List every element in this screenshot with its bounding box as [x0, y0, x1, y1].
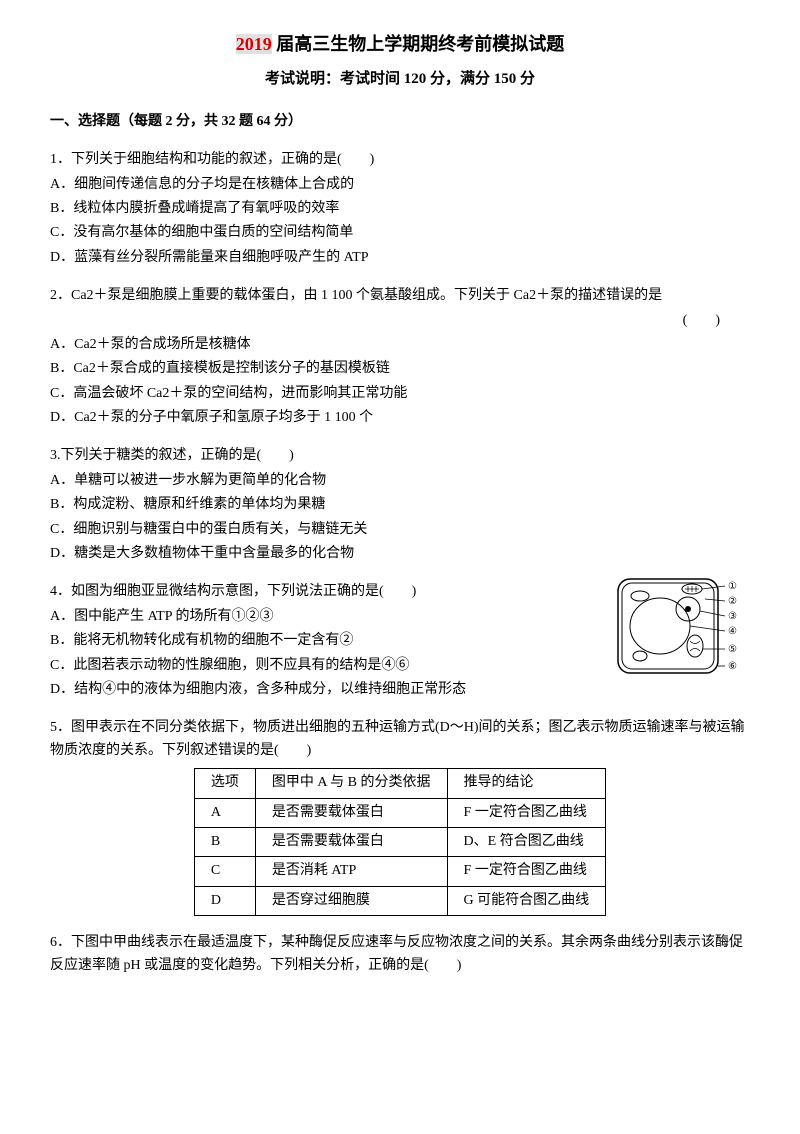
q1-option-b: B．线粒体内膜折叠成嵴提高了有氧呼吸的效率 — [50, 198, 750, 220]
q2-option-a: A．Ca2＋泵的合成场所是核糖体 — [50, 334, 750, 356]
table-row: B 是否需要载体蛋白 D、E 符合图乙曲线 — [194, 827, 605, 856]
diagram-label-6: ⑥ — [728, 661, 737, 672]
table-cell: D、E 符合图乙曲线 — [447, 827, 606, 856]
table-header: 选项 — [194, 769, 255, 798]
table-cell: 是否消耗 ATP — [255, 857, 447, 886]
q3-option-b: B．构成淀粉、糖原和纤维素的单体均为果糖 — [50, 494, 750, 516]
q3-option-d: D．糖类是大多数植物体干重中含量最多的化合物 — [50, 543, 750, 565]
q2-option-d: D．Ca2＋泵的分子中氧原子和氢原子均多于 1 100 个 — [50, 407, 750, 429]
table-cell: D — [194, 886, 255, 915]
table-cell: 是否穿过细胞膜 — [255, 886, 447, 915]
q2-stem: 2．Ca2＋泵是细胞膜上重要的载体蛋白，由 1 100 个氨基酸组成。下列关于 … — [50, 285, 750, 307]
table-header: 推导的结论 — [447, 769, 606, 798]
diagram-label-5: ⑤ — [728, 644, 737, 655]
q2-option-c: C．高温会破坏 Ca2＋泵的空间结构，进而影响其正常功能 — [50, 383, 750, 405]
diagram-label-2: ② — [728, 596, 737, 607]
exam-subtitle: 考试说明：考试时间 120 分，满分 150 分 — [50, 67, 750, 91]
q1-stem: 1．下列关于细胞结构和功能的叙述，正确的是( ) — [50, 149, 750, 171]
table-cell: F 一定符合图乙曲线 — [447, 857, 606, 886]
diagram-label-4: ④ — [728, 626, 737, 637]
table-header: 图甲中 A 与 B 的分类依据 — [255, 769, 447, 798]
q4-option-d: D．结构④中的液体为细胞内液，含多种成分，以维持细胞正常形态 — [50, 679, 750, 701]
q3-option-c: C．细胞识别与糖蛋白中的蛋白质有关，与糖链无关 — [50, 519, 750, 541]
q1-option-a: A．细胞间传递信息的分子均是在核糖体上合成的 — [50, 174, 750, 196]
q2-blank: ( ) — [50, 310, 750, 332]
title-year: 2019 — [236, 34, 272, 54]
q1-option-d: D．蓝藻有丝分裂所需能量来自细胞呼吸产生的 ATP — [50, 247, 750, 269]
table-row: C 是否消耗 ATP F 一定符合图乙曲线 — [194, 857, 605, 886]
question-4: ① ② ③ ④ ⑤ ⑥ 4．如图为细胞亚显微结构示意图，下列说法正确的是( ) … — [50, 581, 750, 701]
table-header-row: 选项 图甲中 A 与 B 的分类依据 推导的结论 — [194, 769, 605, 798]
table-row: D 是否穿过细胞膜 G 可能符合图乙曲线 — [194, 886, 605, 915]
question-5: 5．图甲表示在不同分类依据下，物质进出细胞的五种运输方式(D～H)间的关系；图乙… — [50, 717, 750, 916]
table-row: A 是否需要载体蛋白 F 一定符合图乙曲线 — [194, 798, 605, 827]
section-title: 一、选择题（每题 2 分，共 32 题 64 分） — [50, 111, 750, 133]
question-6: 6．下图中甲曲线表示在最适温度下，某种酶促反应速率与反应物浓度之间的关系。其余两… — [50, 932, 750, 977]
diagram-label-3: ③ — [728, 611, 737, 622]
q6-stem: 6．下图中甲曲线表示在最适温度下，某种酶促反应速率与反应物浓度之间的关系。其余两… — [50, 932, 750, 977]
table-cell: F 一定符合图乙曲线 — [447, 798, 606, 827]
table-cell: 是否需要载体蛋白 — [255, 827, 447, 856]
table-cell: A — [194, 798, 255, 827]
page-title: 2019 届高三生物上学期期终考前模拟试题 — [50, 30, 750, 59]
question-2: 2．Ca2＋泵是细胞膜上重要的载体蛋白，由 1 100 个氨基酸组成。下列关于 … — [50, 285, 750, 429]
diagram-label-1: ① — [728, 581, 737, 592]
question-1: 1．下列关于细胞结构和功能的叙述，正确的是( ) A．细胞间传递信息的分子均是在… — [50, 149, 750, 269]
q1-option-c: C．没有高尔基体的细胞中蛋白质的空间结构简单 — [50, 222, 750, 244]
table-cell: C — [194, 857, 255, 886]
q5-table: 选项 图甲中 A 与 B 的分类依据 推导的结论 A 是否需要载体蛋白 F 一定… — [194, 768, 606, 916]
table-cell: 是否需要载体蛋白 — [255, 798, 447, 827]
q5-stem: 5．图甲表示在不同分类依据下，物质进出细胞的五种运输方式(D～H)间的关系；图乙… — [50, 717, 750, 762]
q2-option-b: B．Ca2＋泵合成的直接模板是控制该分子的基因模板链 — [50, 358, 750, 380]
q3-stem: 3.下列关于糖类的叙述，正确的是( ) — [50, 445, 750, 467]
question-3: 3.下列关于糖类的叙述，正确的是( ) A．单糖可以被进一步水解为更简单的化合物… — [50, 445, 750, 565]
title-rest: 届高三生物上学期期终考前模拟试题 — [272, 34, 565, 54]
q3-option-a: A．单糖可以被进一步水解为更简单的化合物 — [50, 470, 750, 492]
cell-diagram: ① ② ③ ④ ⑤ ⑥ — [610, 571, 750, 681]
table-cell: G 可能符合图乙曲线 — [447, 886, 606, 915]
table-cell: B — [194, 827, 255, 856]
